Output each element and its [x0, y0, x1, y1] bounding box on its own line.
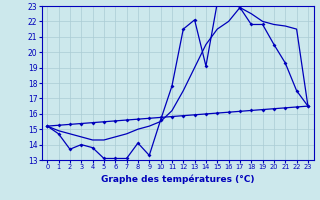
X-axis label: Graphe des températures (°C): Graphe des températures (°C): [101, 174, 254, 184]
